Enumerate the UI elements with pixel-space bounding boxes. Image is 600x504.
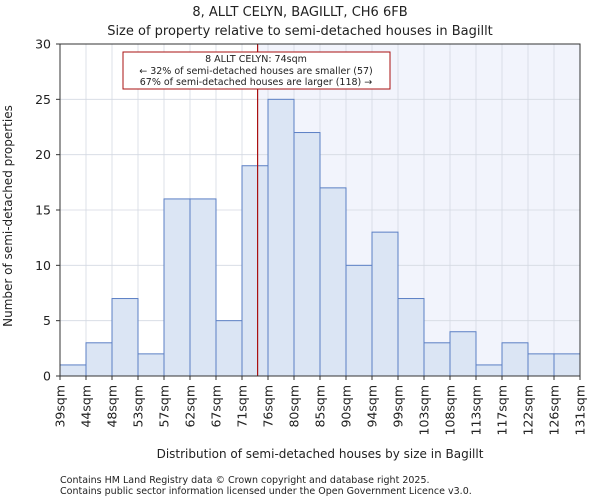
x-tick-label: 126sqm — [547, 385, 562, 435]
histogram-bar — [293, 132, 321, 377]
x-tick-label: 117sqm — [495, 385, 510, 435]
histogram-bar — [111, 298, 139, 377]
x-tick-label: 39sqm — [53, 385, 68, 428]
x-tick-label: 131sqm — [573, 385, 588, 435]
y-tick-label: 10 — [35, 258, 51, 273]
x-tick-label: 62sqm — [183, 385, 198, 428]
histogram-bar — [85, 342, 113, 377]
x-tick-label: 85sqm — [313, 385, 328, 428]
y-tick-label: 30 — [35, 37, 51, 52]
histogram-bar — [163, 198, 191, 377]
x-tick-label: 90sqm — [339, 385, 354, 428]
x-tick-label: 71sqm — [235, 385, 250, 428]
y-tick-label: 15 — [35, 203, 51, 218]
chart-title: 8, ALLT CELYN, BAGILLT, CH6 6FB — [192, 5, 407, 20]
x-tick-label: 53sqm — [131, 385, 146, 428]
histogram-bar — [319, 187, 347, 377]
x-tick-label: 94sqm — [365, 385, 380, 428]
histogram-bar — [137, 353, 165, 377]
x-tick-label: 99sqm — [391, 385, 406, 428]
annotation-box — [122, 51, 391, 90]
footer-line-2: Contains public sector information licen… — [60, 486, 472, 497]
footer-line-1: Contains HM Land Registry data © Crown c… — [60, 475, 430, 486]
chart-subtitle: Size of property relative to semi-detach… — [107, 24, 493, 39]
histogram-bar — [449, 331, 477, 377]
x-tick-label: 80sqm — [287, 385, 302, 428]
histogram-bar — [59, 364, 87, 377]
annotation-line-2: ← 32% of semi-detached houses are smalle… — [139, 66, 373, 77]
x-tick-label: 67sqm — [209, 385, 224, 428]
histogram-bar — [397, 298, 425, 377]
histogram-bar — [553, 353, 581, 377]
y-axis-ticks: 0 5 10 15 20 25 30 — [35, 37, 60, 384]
histogram-bar — [241, 165, 269, 377]
x-tick-label: 44sqm — [79, 385, 94, 428]
annotation-line-3: 67% of semi-detached houses are larger (… — [140, 77, 373, 88]
annotation-line-1: 8 ALLT CELYN: 74sqm — [205, 54, 307, 65]
x-tick-label: 103sqm — [417, 385, 432, 435]
x-tick-label: 108sqm — [443, 385, 458, 435]
y-tick-label: 5 — [43, 313, 51, 328]
histogram-bar — [215, 320, 243, 377]
y-axis-label: Number of semi-detached properties — [1, 105, 15, 327]
y-tick-label: 0 — [43, 369, 51, 384]
x-tick-label: 122sqm — [521, 385, 536, 435]
x-tick-label: 57sqm — [157, 385, 172, 428]
x-axis-label: Distribution of semi-detached houses by … — [157, 447, 484, 461]
x-tick-label: 48sqm — [105, 385, 120, 428]
histogram-bar — [501, 342, 529, 377]
bars — [59, 98, 581, 377]
histogram-bar — [345, 264, 373, 377]
histogram-bar — [189, 198, 217, 377]
histogram-bar — [423, 342, 451, 377]
x-tick-label: 76sqm — [261, 385, 276, 428]
x-tick-label: 113sqm — [469, 385, 484, 435]
x-axis-ticks: 39sqm 44sqm 48sqm 53sqm 57sqm 62sqm 67sqm 71sqm… — [53, 376, 588, 435]
y-tick-label: 20 — [35, 147, 51, 162]
histogram-bar — [527, 353, 555, 377]
histogram-bar — [371, 231, 399, 377]
histogram-bar — [475, 364, 503, 377]
y-tick-label: 25 — [35, 92, 51, 107]
histogram-bar — [267, 98, 295, 377]
marker-annotation: 8 ALLT CELYN: 74sqm ← 32% of semi-detach… — [122, 51, 391, 90]
